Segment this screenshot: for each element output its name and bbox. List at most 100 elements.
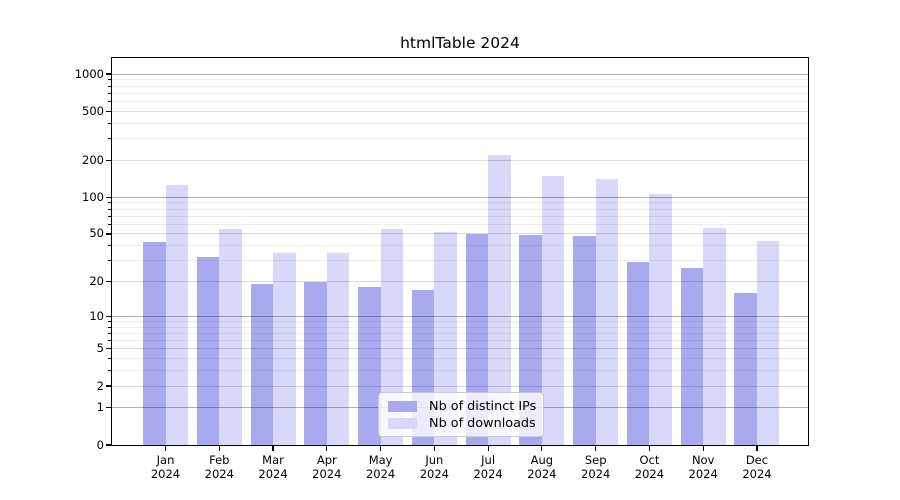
x-tick-year: 2024 <box>419 466 449 481</box>
x-tick-label: Feb 2024 <box>191 453 247 481</box>
gridline <box>112 385 808 387</box>
x-tick-label: Sep 2024 <box>568 453 624 481</box>
right-spine <box>808 56 810 447</box>
bar-downloads <box>219 228 242 445</box>
y-tick-label: 5 <box>96 341 104 356</box>
x-tick-label: Nov 2024 <box>675 453 731 481</box>
y-minor-tick <box>108 208 111 210</box>
x-tick-label: May 2024 <box>353 453 409 481</box>
gridline <box>112 320 808 322</box>
y-tick-label: 200 <box>82 152 104 167</box>
gridline <box>112 348 808 350</box>
bar-downloads <box>541 175 565 445</box>
x-tick-year: 2024 <box>365 466 396 481</box>
gridline <box>112 281 808 283</box>
x-tick-year: 2024 <box>204 466 234 481</box>
legend-item-distinct-ips: Nb of distinct IPs <box>388 398 537 415</box>
x-tick-label: Jul 2024 <box>460 453 516 481</box>
legend-swatch-downloads <box>388 418 417 429</box>
top-spine <box>110 56 810 58</box>
chart-title: htmlTable 2024 <box>400 34 520 52</box>
x-tick <box>487 446 489 451</box>
y-minor-tick <box>108 92 111 94</box>
x-tick <box>702 446 704 451</box>
gridline <box>112 196 808 198</box>
x-tick-year: 2024 <box>258 466 288 481</box>
x-tick-year: 2024 <box>527 466 557 481</box>
x-tick <box>272 446 274 451</box>
x-tick-year: 2024 <box>150 466 181 481</box>
y-minor-tick <box>108 358 111 360</box>
bar-downloads <box>273 252 296 445</box>
y-tick <box>106 73 111 75</box>
x-tick-year: 2024 <box>312 466 342 481</box>
x-tick <box>326 446 328 451</box>
y-tick <box>106 385 111 387</box>
y-minor-tick <box>108 260 111 262</box>
y-tick <box>106 233 111 235</box>
gridline <box>112 79 808 81</box>
x-tick-year: 2024 <box>688 466 718 481</box>
gridline <box>112 100 808 102</box>
y-tick <box>106 315 111 317</box>
bar-distinct-ips <box>626 262 650 445</box>
x-tick <box>595 446 597 451</box>
gridline <box>112 215 808 217</box>
bar-downloads <box>326 252 350 445</box>
y-tick <box>106 444 111 446</box>
legend: Nb of distinct IPs Nb of downloads <box>378 392 544 437</box>
gridline <box>112 358 808 360</box>
gridline <box>112 370 808 372</box>
y-tick-label: 100 <box>82 189 104 204</box>
x-tick <box>756 446 758 451</box>
y-tick <box>106 280 111 283</box>
y-minor-tick <box>108 326 111 328</box>
gridline <box>112 159 808 161</box>
y-tick-label: 1 <box>96 400 104 415</box>
gridline <box>112 202 808 204</box>
gridline <box>112 260 808 262</box>
y-minor-tick <box>108 79 111 81</box>
y-tick <box>106 110 111 112</box>
bar-distinct-ips <box>196 257 220 445</box>
gridline <box>112 73 808 75</box>
bar-distinct-ips <box>250 284 274 445</box>
y-minor-tick <box>108 202 111 204</box>
gridline <box>112 110 808 112</box>
gridline <box>112 223 808 225</box>
gridline <box>112 245 808 247</box>
bar-downloads <box>434 231 457 445</box>
x-tick <box>541 446 543 451</box>
bar-downloads <box>488 155 511 445</box>
x-tick-label: Jan 2024 <box>138 453 194 481</box>
y-tick-label: 1000 <box>74 66 104 81</box>
x-tick <box>433 446 435 451</box>
bar-downloads <box>649 193 672 445</box>
x-tick-label: Oct 2024 <box>621 453 677 481</box>
legend-label-distinct-ips: Nb of distinct IPs <box>429 399 537 414</box>
y-minor-tick <box>108 340 111 342</box>
bar-downloads <box>703 227 726 445</box>
x-tick <box>648 446 651 451</box>
bar-distinct-ips <box>358 286 381 445</box>
bar-downloads <box>756 240 780 445</box>
left-spine <box>110 56 112 447</box>
y-minor-tick <box>108 320 111 322</box>
x-tick-year: 2024 <box>742 466 772 481</box>
gridline <box>112 340 808 342</box>
x-tick-label: Apr 2024 <box>299 453 355 481</box>
x-tick <box>218 446 220 451</box>
x-tick-year: 2024 <box>634 466 665 481</box>
y-tick <box>106 196 111 198</box>
bar-distinct-ips <box>143 241 166 445</box>
y-minor-tick <box>108 85 111 87</box>
bottom-spine <box>110 445 810 447</box>
y-minor-tick <box>108 215 111 217</box>
gridline <box>112 85 808 87</box>
x-tick <box>164 446 167 451</box>
bar-distinct-ips <box>573 236 596 445</box>
bar-downloads <box>165 184 188 445</box>
x-tick-year: 2024 <box>473 466 503 481</box>
y-tick-label: 20 <box>89 274 104 289</box>
bar-distinct-ips <box>304 281 327 445</box>
